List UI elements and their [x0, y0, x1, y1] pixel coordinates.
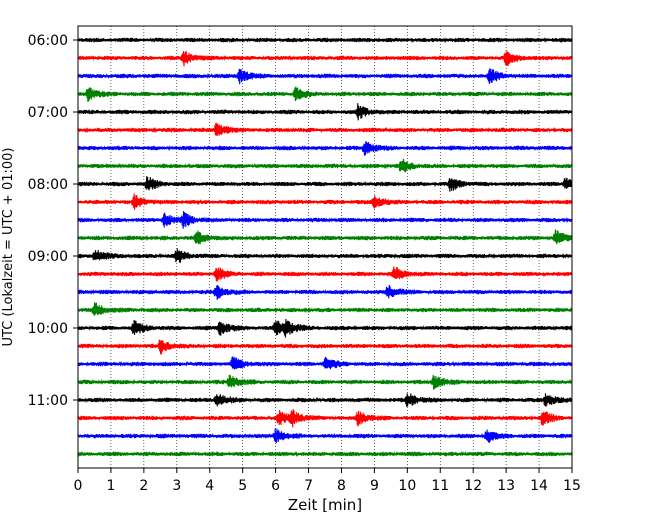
trace-0745: [77, 158, 573, 173]
trace-0915: [77, 266, 573, 282]
x-tick-label-11: 11: [431, 478, 449, 494]
trace-1045: [77, 374, 573, 390]
x-tick-label-3: 3: [172, 478, 181, 494]
trace-0700: [77, 103, 573, 121]
trace-1145: [77, 450, 573, 458]
trace-0615: [77, 50, 573, 67]
x-tick-label-13: 13: [497, 478, 515, 494]
y-tick-label-0: 06:00: [28, 33, 68, 49]
trace-0715: [77, 122, 573, 136]
trace-0600: [77, 36, 573, 44]
x-tick-label-4: 4: [205, 478, 214, 494]
x-tick-label-14: 14: [530, 478, 548, 494]
trace-0645: [77, 86, 573, 102]
trace-0730: [77, 141, 573, 156]
x-tick-label-7: 7: [304, 478, 313, 494]
x-tick-label-5: 5: [238, 478, 247, 494]
trace-0930: [77, 284, 573, 300]
x-tick-label-12: 12: [464, 478, 482, 494]
y-tick-label-1: 07:00: [28, 105, 68, 121]
x-tick-label-1: 1: [106, 478, 115, 494]
x-tick-label-8: 8: [337, 478, 346, 494]
y-tick-label-3: 09:00: [28, 249, 68, 265]
trace-1000: [77, 318, 573, 338]
trace-1015: [77, 339, 573, 355]
trace-0800: [77, 176, 573, 192]
x-axis-ticks: 0 1 2 3 4 5 6 7 8 9 10 11 12 13 14 15: [74, 468, 581, 494]
x-tick-label-10: 10: [398, 478, 416, 494]
x-axis-label: Zeit [min]: [288, 496, 362, 514]
x-tick-label-9: 9: [370, 478, 379, 494]
y-tick-label-2: 08:00: [28, 177, 68, 193]
x-tick-label-2: 2: [139, 478, 148, 494]
trace-0830: [77, 211, 573, 229]
trace-0630: [77, 68, 573, 85]
trace-1115: [77, 409, 573, 428]
x-tick-label-15: 15: [563, 478, 581, 494]
y-tick-label-4: 10:00: [28, 321, 68, 337]
trace-1100: [77, 393, 573, 407]
y-axis-ticks: 06:00 07:00 08:00 09:00 10:00 11:00: [28, 33, 78, 409]
seismic-traces: [77, 36, 573, 458]
y-tick-label-5: 11:00: [28, 393, 68, 409]
trace-1030: [77, 356, 573, 370]
trace-0845: [77, 229, 573, 245]
trace-0945: [77, 302, 573, 317]
x-tick-label-6: 6: [271, 478, 280, 494]
y-axis-label: UTC (Lokalzeit = UTC + 01:00): [1, 148, 16, 347]
plot-frame: [77, 25, 573, 469]
trace-0900: [77, 248, 573, 263]
trace-1130: [77, 428, 573, 443]
trace-0815: [77, 193, 573, 210]
x-tick-label-0: 0: [74, 478, 83, 494]
